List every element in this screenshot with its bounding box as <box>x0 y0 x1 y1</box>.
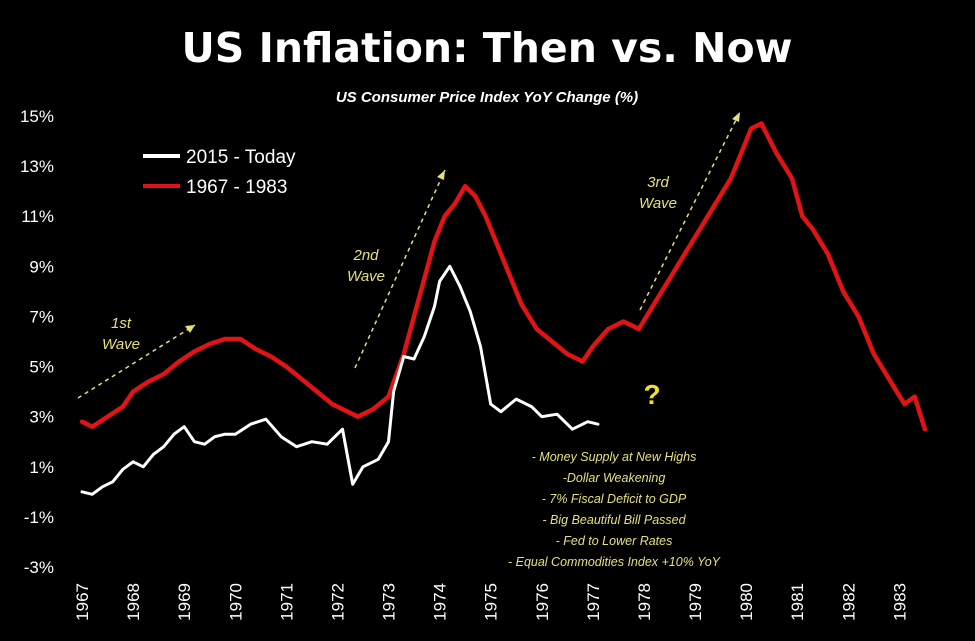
y-tick-label: 7% <box>29 307 54 326</box>
x-tick-label: 1969 <box>175 583 194 621</box>
x-tick-label: 1967 <box>73 583 92 621</box>
y-tick-label: -3% <box>24 558 54 577</box>
y-tick-label: 3% <box>29 408 54 427</box>
wave2-label-line2: Wave <box>347 268 385 285</box>
legend-label-current: 2015 - Today <box>186 147 296 168</box>
y-tick-label: 5% <box>29 358 54 377</box>
x-tick-label: 1981 <box>788 583 807 621</box>
x-tick-label: 1975 <box>482 583 501 621</box>
wave3-label-line2: Wave <box>639 195 677 212</box>
y-tick-label: 15% <box>20 107 54 126</box>
wave2-label-line1: 2nd <box>352 247 379 264</box>
x-tick-label: 1974 <box>431 583 450 621</box>
y-tick-label: -1% <box>24 508 54 527</box>
x-tick-label: 1976 <box>533 583 552 621</box>
chart-subtitle: US Consumer Price Index YoY Change (%) <box>336 89 638 106</box>
y-tick-label: 13% <box>20 157 54 176</box>
wave1-label-line2: Wave <box>102 336 140 353</box>
inflation-chart: US Inflation: Then vs. Now US Consumer P… <box>0 0 975 641</box>
note-3: - 7% Fiscal Deficit to GDP <box>542 492 687 506</box>
x-tick-label: 1971 <box>277 583 296 621</box>
x-tick-label: 1968 <box>124 583 143 621</box>
legend-label-1970s: 1967 - 1983 <box>186 177 287 198</box>
x-tick-label: 1973 <box>380 583 399 621</box>
x-tick-label: 1978 <box>635 583 654 621</box>
question-mark: ? <box>643 379 660 410</box>
x-tick-label: 1979 <box>686 583 705 621</box>
y-tick-label: 1% <box>29 458 54 477</box>
note-1: - Money Supply at New Highs <box>532 450 697 464</box>
x-tick-label: 1972 <box>328 583 347 621</box>
x-tick-label: 1970 <box>226 583 245 621</box>
wave3-label-line1: 3rd <box>647 174 669 191</box>
x-tick-label: 1980 <box>737 583 756 621</box>
x-tick-label: 1983 <box>890 583 909 621</box>
note-6: - Equal Commodities Index +10% YoY <box>508 555 722 569</box>
wave1-label-line1: 1st <box>111 315 132 332</box>
y-tick-label: 9% <box>29 257 54 276</box>
note-2: -Dollar Weakening <box>563 471 666 485</box>
note-4: - Big Beautiful Bill Passed <box>542 513 686 527</box>
x-tick-label: 1977 <box>584 583 603 621</box>
note-5: - Fed to Lower Rates <box>556 534 673 548</box>
chart-title: US Inflation: Then vs. Now <box>181 24 792 72</box>
y-tick-label: 11% <box>21 207 54 226</box>
x-tick-label: 1982 <box>839 583 858 621</box>
